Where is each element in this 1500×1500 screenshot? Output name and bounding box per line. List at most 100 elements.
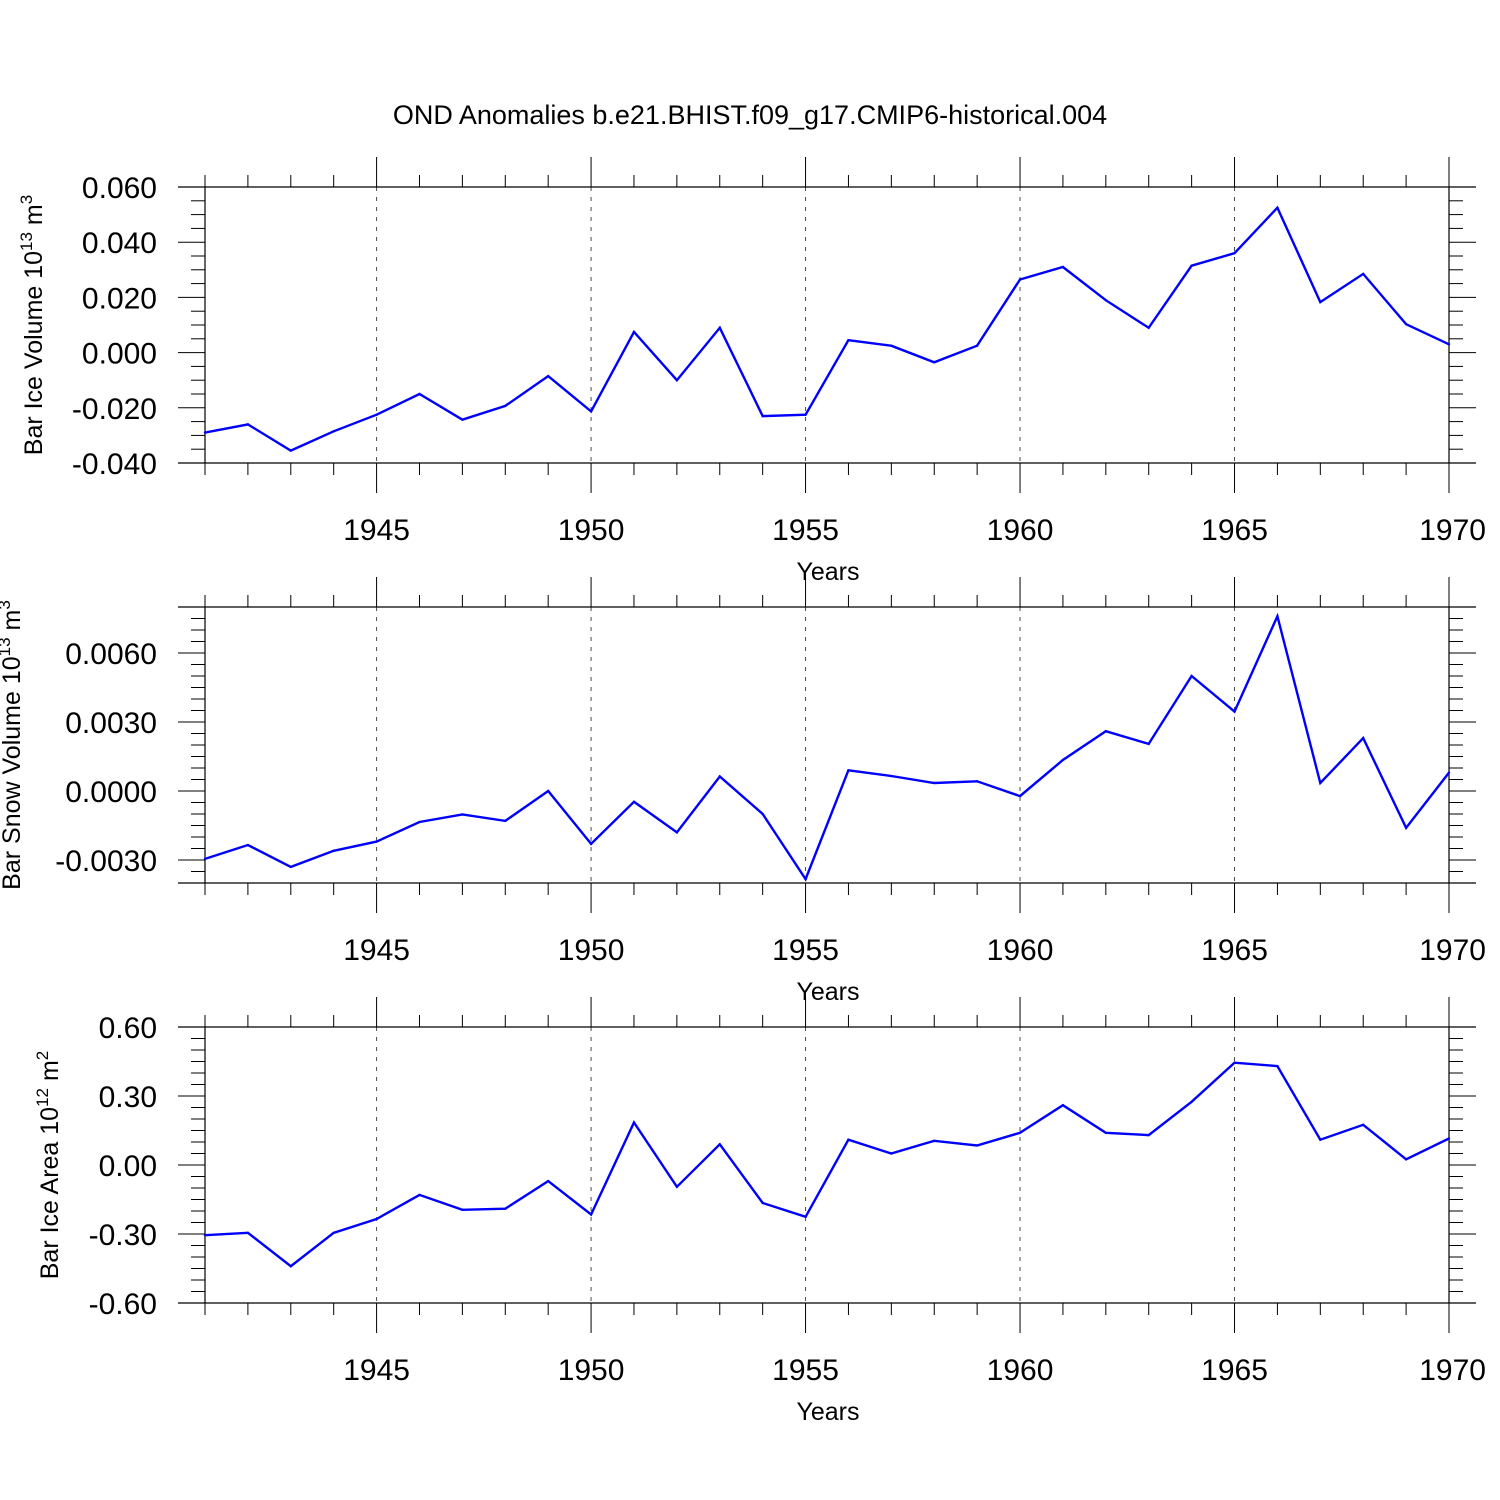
data-point [332,1231,335,1235]
y-axis-title-text: Bar Ice Volume 10 [20,251,48,455]
data-point [632,330,636,334]
data-point [804,1215,807,1218]
data-point [1233,710,1236,713]
data-point [375,1217,378,1221]
y-axis-title-unit: m [20,204,48,232]
data-point [718,775,721,778]
data-point [546,374,550,378]
panel-bar-ice-volume: 1945 1950 1955 1960 1965 1970 Years -0.040 -0.02… [17,157,1486,586]
y-axis-title-unit-exponent: 3 [0,600,14,609]
y-axis-title-exponent: 13 [17,232,36,251]
data-point [933,361,936,364]
y-axis-title: Bar Ice Area 1012 m2 [33,1051,64,1280]
data-point [1404,826,1408,829]
data-point [1061,1104,1065,1107]
y-tick-label: 0.0030 [65,707,157,740]
x-axis-title: Years [796,1398,859,1426]
data-point [1404,1158,1408,1161]
data-point [975,344,979,347]
data-point [1319,300,1322,304]
y-tick-label: -0.60 [89,1288,157,1321]
y-tick-label: 0.040 [82,227,157,260]
x-tick-label: 1970 [1419,514,1486,547]
data-point [718,1143,721,1146]
data-point [203,431,207,434]
data-point [418,1193,421,1197]
data-point [1018,794,1022,798]
data-point [546,1179,550,1183]
y-axis-title-unit: m [36,1060,64,1088]
series-line-bar-ice-volume [204,205,1450,452]
data-point [632,1121,636,1124]
y-axis-title-exponent: 13 [0,637,14,656]
x-tick-label: 1960 [987,934,1054,967]
y-axis-title-text: Bar Ice Area 10 [36,1107,64,1279]
y-tick-label: 0.0000 [65,776,157,809]
data-point [1276,206,1279,209]
data-point [761,1201,764,1205]
data-point [1104,1131,1108,1135]
data-point [203,1233,207,1237]
data-point [1362,736,1365,740]
x-tick-label: 1955 [772,514,839,547]
data-point [461,418,464,421]
data-point [1190,674,1193,678]
data-point [675,1185,679,1189]
x-tick-label: 1960 [987,514,1054,547]
data-point [1018,1131,1022,1135]
data-point [504,404,507,408]
y-tick-label: 0.00 [99,1150,157,1183]
data-point [246,423,250,426]
data-point [1447,1137,1451,1140]
data-point [1018,278,1022,281]
y-tick-label: 0.000 [82,338,157,371]
data-point [289,449,292,452]
data-point [1190,264,1193,267]
data-point [1362,272,1365,276]
data-point [890,774,893,778]
data-point [289,1265,292,1268]
x-tick-label: 1945 [343,514,410,547]
x-tick-label: 1960 [987,1354,1054,1387]
data-point [933,1139,936,1143]
series-line-bar-snow-volume [204,612,1450,882]
data-point [1061,758,1065,762]
data-point [1447,343,1451,346]
data-point [246,843,250,847]
data-point [418,820,421,824]
y-axis-title: Bar Ice Volume 1013 m3 [17,195,48,455]
data-point [1147,326,1150,329]
panel-bar-ice-area: 1945 1950 1955 1960 1965 1970 Years -0.60 -0.30 0… [33,997,1486,1426]
y-tick-label: 0.0060 [65,638,157,671]
data-point [332,430,335,433]
data-point [546,789,550,793]
x-tick-label: 1945 [343,1354,410,1387]
x-tick-label: 1970 [1419,934,1486,967]
data-point [1319,1138,1322,1141]
data-point [1276,615,1279,618]
data-point [632,800,636,804]
data-point [718,326,721,329]
data-point [504,819,507,823]
y-axis-title-exponent: 12 [33,1088,52,1107]
data-point [504,1207,507,1210]
y-tick-label: -0.30 [89,1219,157,1252]
data-point [289,865,292,869]
data-point [375,840,378,843]
data-point [1276,1064,1279,1068]
data-point [332,849,335,852]
data-point [804,413,807,416]
data-point [1061,265,1065,269]
data-point [1190,1100,1193,1103]
data-point [1319,781,1322,785]
x-tick-label: 1965 [1201,514,1268,547]
data-point [1104,298,1108,302]
data-point [418,392,421,396]
data-point [461,813,464,816]
data-point [933,781,936,785]
data-point [847,1138,850,1141]
y-tick-label: 0.060 [82,172,157,205]
data-point [1404,322,1408,326]
data-point [847,338,850,342]
data-point [804,877,807,881]
